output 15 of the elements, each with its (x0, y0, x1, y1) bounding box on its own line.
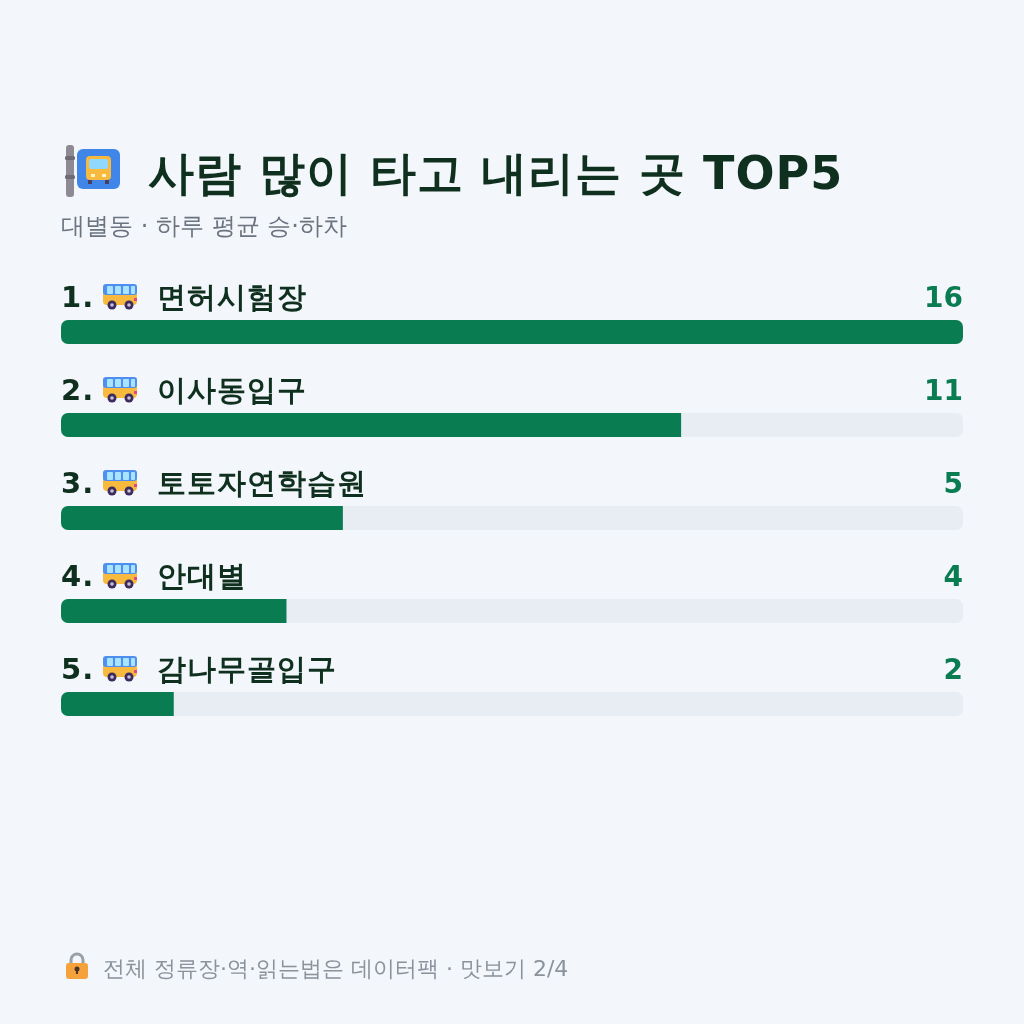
category-label: 5. 감나무골입구 (61, 652, 337, 686)
data-label: 5 (943, 467, 963, 500)
bar (61, 692, 174, 716)
data-label: 4 (943, 560, 963, 593)
category-label: 4. 안대별 (61, 559, 247, 593)
category-label: 1. 면허시험장 (61, 280, 307, 314)
bar (61, 320, 963, 344)
text: 전체 정류장·역·읽는법은 데이터팩 · 맛보기 2/4 (103, 956, 569, 981)
chart-subtitle: 대별동 · 하루 평균 승·하차 (61, 212, 347, 240)
data-label: 2 (943, 653, 963, 686)
data-label: 16 (924, 281, 963, 314)
data-label: 11 (924, 374, 963, 407)
category-label: 3. 토토자연학습원 (61, 466, 367, 500)
chart-title: 사람 많이 타고 내리는 곳 TOP5 (148, 146, 844, 200)
category-label: 2. 이사동입구 (61, 373, 307, 407)
